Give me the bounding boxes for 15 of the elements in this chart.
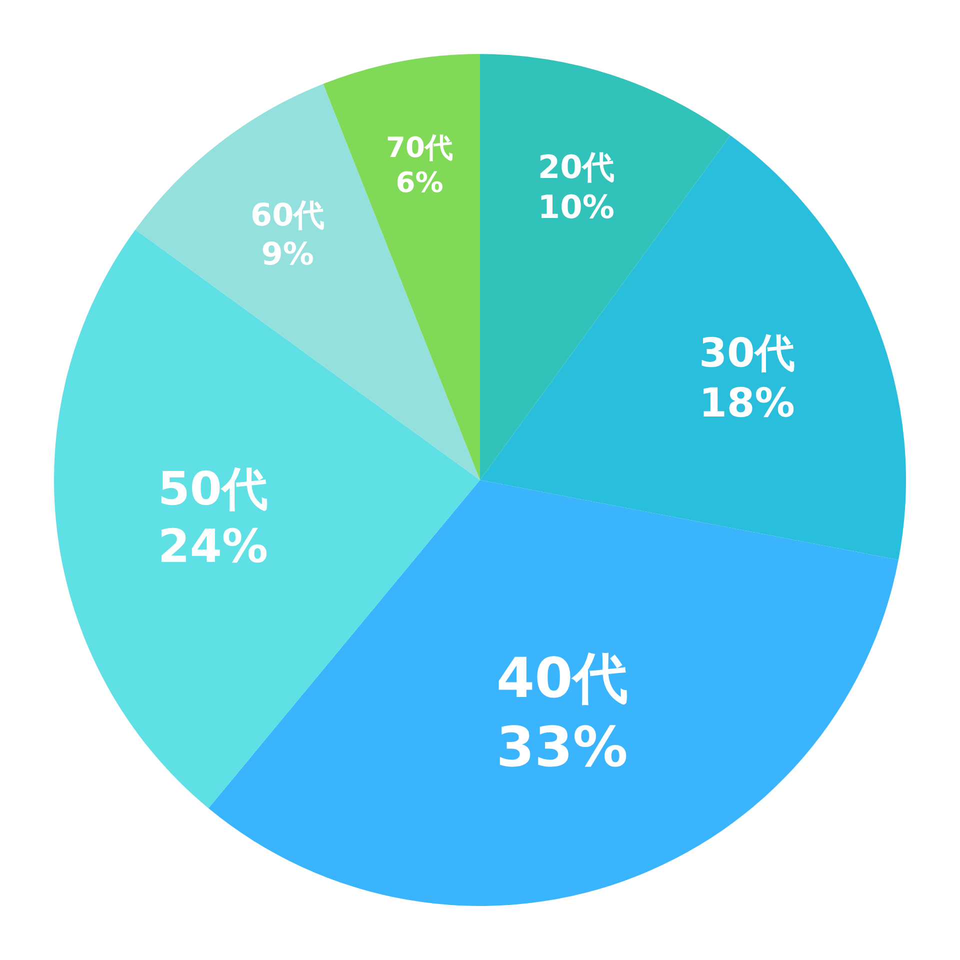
data-label: 24% (158, 519, 268, 574)
slice-label: 40代 (496, 646, 628, 710)
slice-label: 20代 (538, 148, 614, 186)
data-label: 33% (496, 714, 628, 779)
slice-label: 60代 (250, 198, 325, 234)
pie-slice (323, 54, 480, 480)
data-label: 18% (699, 380, 795, 426)
slice-label: 30代 (699, 330, 795, 376)
pie-slice (480, 135, 906, 560)
slice-label: 50代 (158, 462, 268, 516)
pie-slice (54, 230, 480, 808)
slice-label: 70代 (386, 131, 453, 164)
data-label: 10% (538, 188, 614, 226)
data-label: 6% (396, 166, 444, 200)
data-label: 9% (261, 236, 314, 272)
